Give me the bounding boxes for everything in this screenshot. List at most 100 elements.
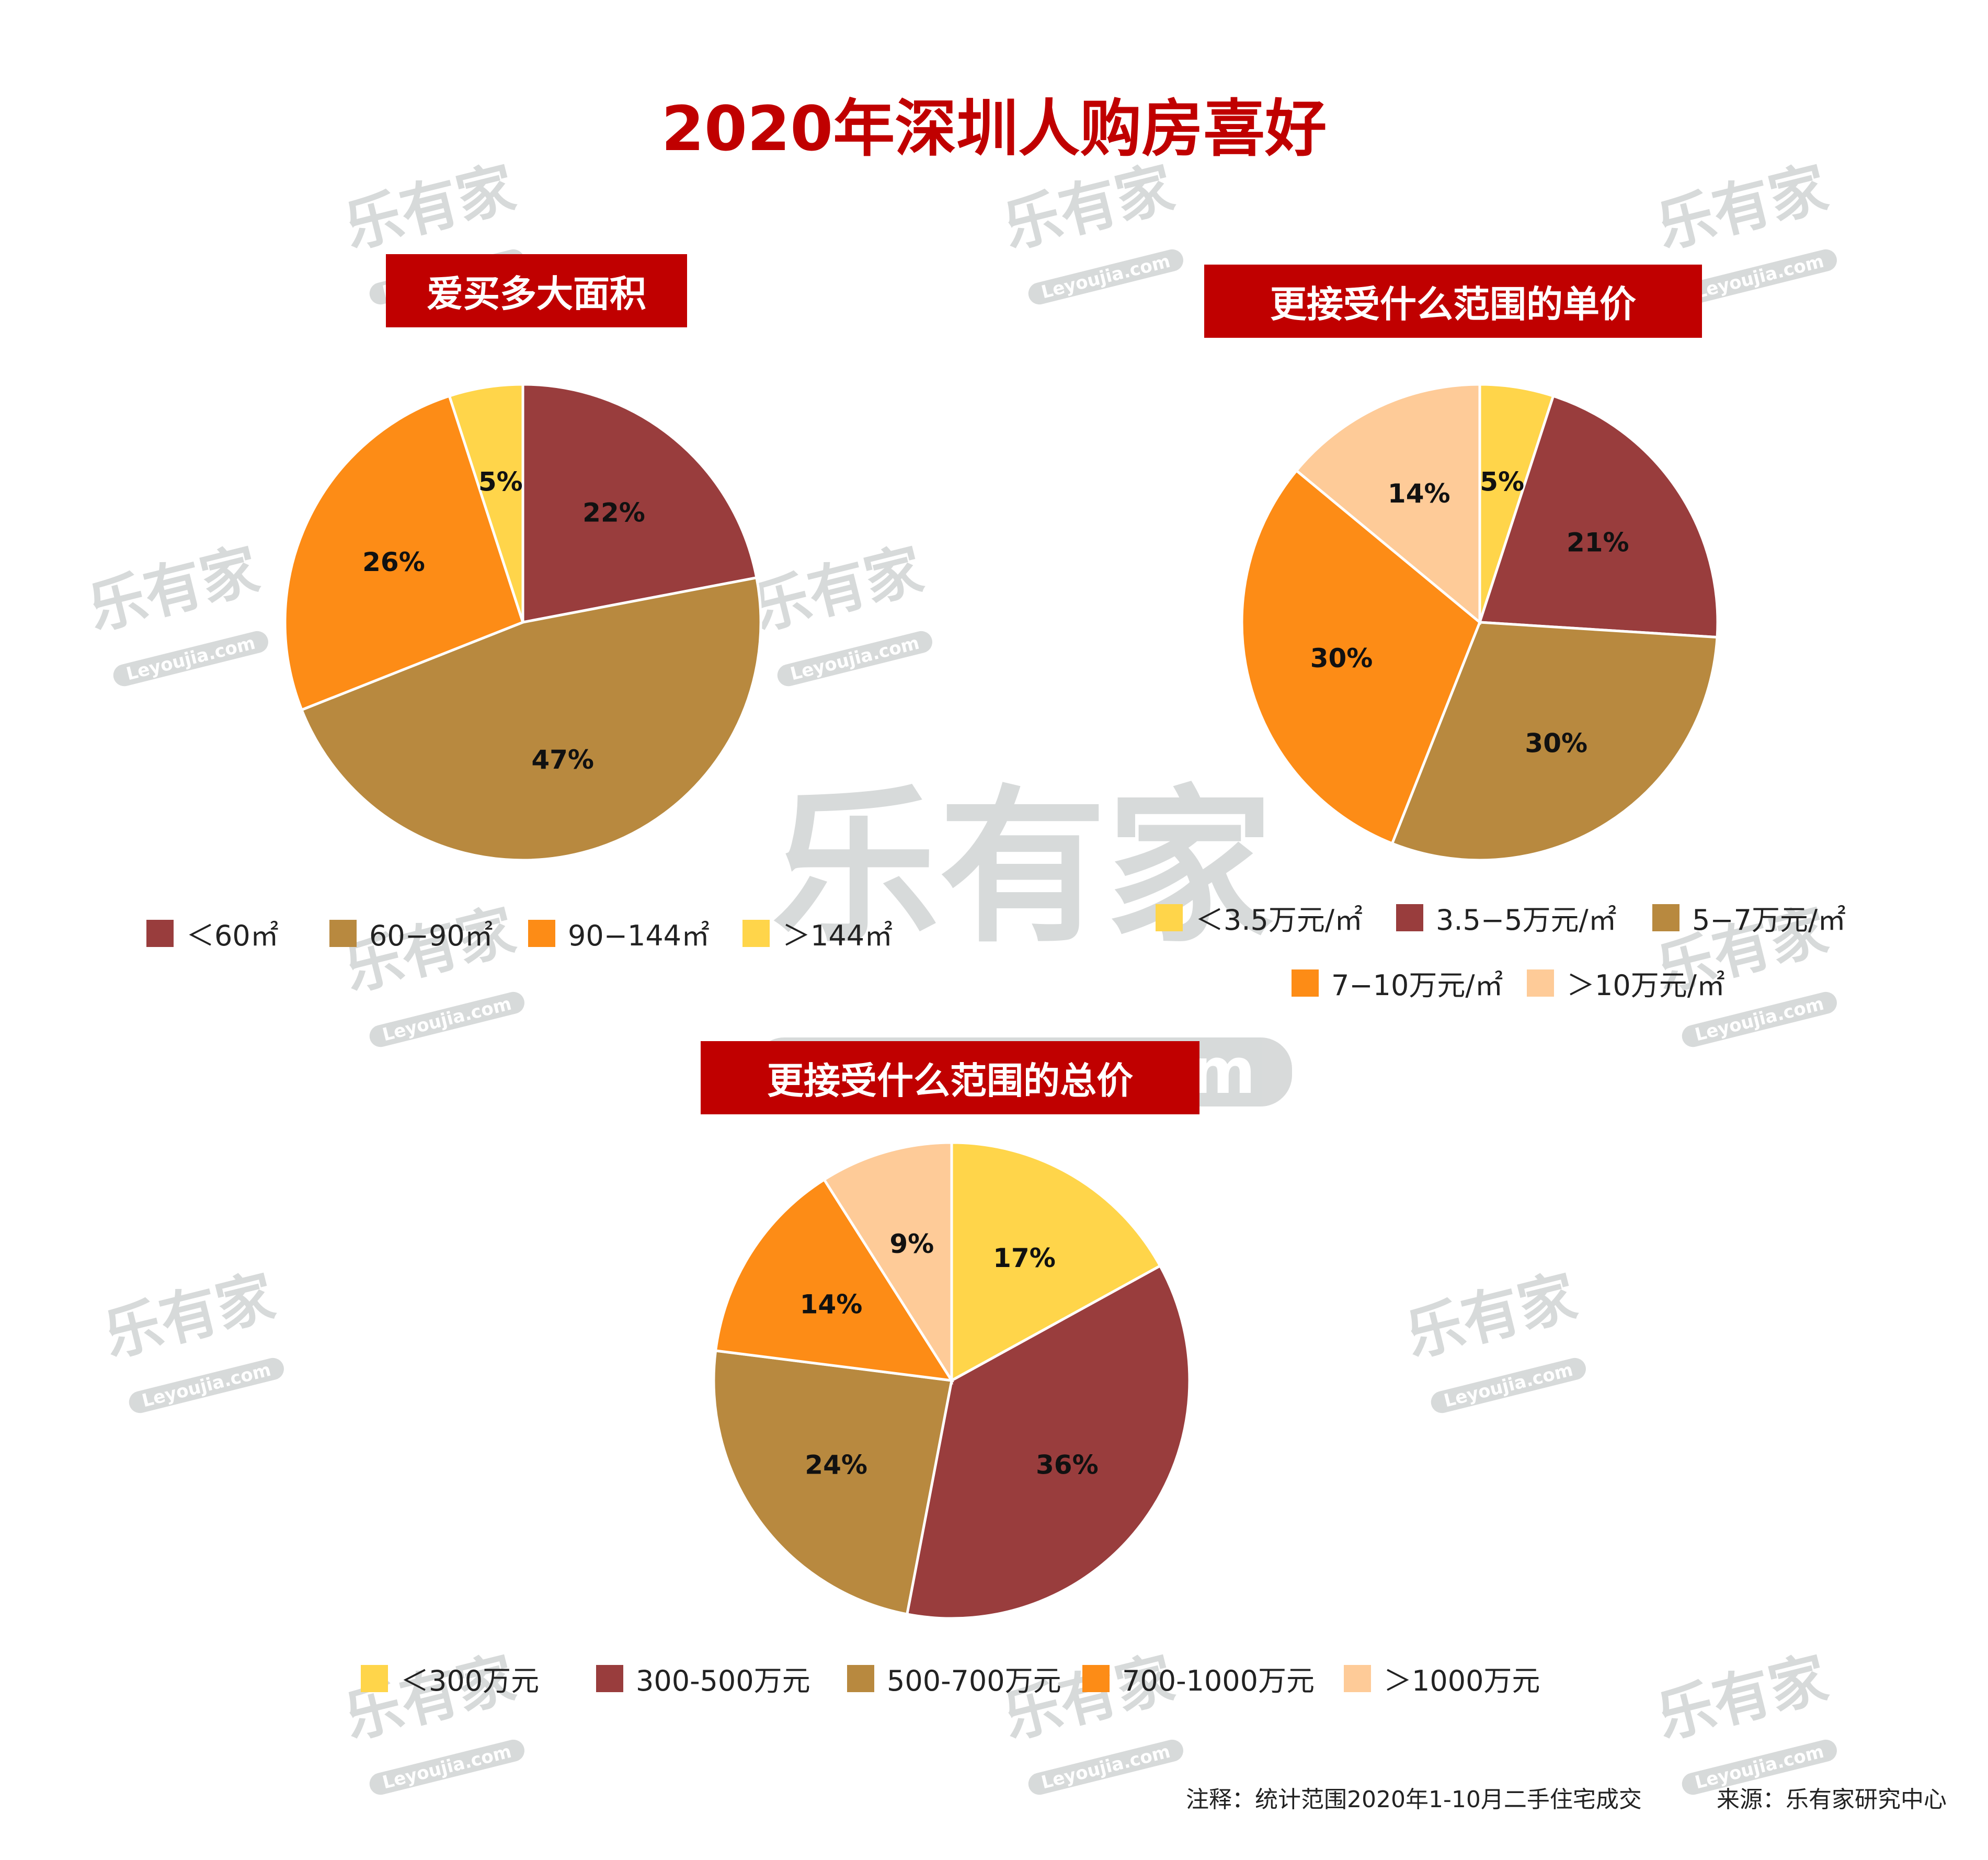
slice-label: 36%: [1036, 1450, 1099, 1480]
chart-title-unit-price: 更接受什么范围的单价: [1204, 265, 1702, 338]
watermark-text: 乐有家: [746, 535, 930, 643]
legend-swatch: [1156, 904, 1183, 931]
slice-label: 5%: [478, 466, 523, 497]
legend-swatch: [1344, 1664, 1371, 1692]
pie-slice: [714, 1178, 954, 1383]
pie-slice: [1294, 383, 1481, 625]
legend-label: 3.5−5万元/㎡: [1436, 904, 1617, 937]
pie-slice: [1240, 469, 1481, 846]
slice-label: 26%: [362, 547, 425, 577]
pie-slice: [950, 1141, 1162, 1383]
watermark-url: Leyoujia.com: [1428, 1355, 1589, 1416]
slice-label: 17%: [993, 1243, 1056, 1273]
pie-slice: [822, 1141, 953, 1385]
legend-label: ＞1000万元: [1384, 1664, 1540, 1697]
slice-label: 47%: [531, 745, 594, 775]
pie-chart-total-price: 17% 36% 24% 14% 9%: [712, 1141, 1191, 1620]
watermark-text: 乐有家: [1399, 1262, 1583, 1370]
legend-swatch: [1396, 904, 1423, 931]
legend-item: ＞144㎡: [742, 912, 893, 954]
legend-label: 700-1000万元: [1122, 1664, 1315, 1697]
footer-source: 来源：乐有家研究中心: [1717, 1786, 1947, 1813]
legend-swatch: [1527, 969, 1554, 997]
legend-swatch: [1652, 904, 1679, 931]
legend-label: 90−144㎡: [568, 919, 710, 952]
watermark-text: 乐有家: [997, 154, 1181, 261]
legend-item: ＜3.5万元/㎡: [1156, 897, 1363, 938]
watermark-logo: 乐有家 Leyoujia.com: [746, 535, 942, 693]
legend-item: ＜60㎡: [146, 912, 279, 954]
legend-label: ＜3.5万元/㎡: [1195, 904, 1363, 937]
slice-label: 14%: [800, 1290, 863, 1320]
pie-chart-area: 22% 47% 26% 5%: [283, 383, 762, 862]
slice-label: 24%: [805, 1450, 867, 1480]
legend-swatch: [361, 1664, 388, 1692]
legend-item: 90−144㎡: [528, 912, 710, 954]
legend-label: 7−10万元/㎡: [1331, 969, 1503, 1002]
legend-swatch: [847, 1664, 874, 1692]
slice-label: 21%: [1567, 528, 1629, 558]
watermark-url: Leyoujia.com: [774, 629, 935, 689]
slice-label: 9%: [889, 1229, 934, 1259]
pie-slice: [1478, 394, 1719, 639]
pie-slice: [283, 394, 525, 712]
legend-swatch: [329, 919, 357, 947]
chart-title-area: 爱买多大面积: [386, 254, 687, 327]
legend-label: ＜300万元: [401, 1664, 540, 1697]
slice-label: 14%: [1388, 478, 1450, 509]
legend-swatch: [146, 919, 174, 947]
chart-title-total-price: 更接受什么范围的总价: [701, 1041, 1199, 1114]
pie-slice: [448, 383, 524, 623]
watermark-logo: 乐有家 Leyoujia.com: [1650, 1644, 1846, 1802]
pie-slice: [300, 576, 762, 862]
legend-item: ＞1000万元: [1344, 1658, 1540, 1699]
legend-label: ＜60㎡: [186, 919, 279, 952]
legend-item: 3.5−5万元/㎡: [1396, 897, 1617, 938]
watermark-text: 乐有家: [97, 1262, 281, 1370]
legend-item: 7−10万元/㎡: [1292, 962, 1503, 1003]
pie-chart-unit-price: 5% 21% 30% 30% 14%: [1240, 383, 1719, 862]
legend-item: 60−90㎡: [329, 912, 493, 954]
legend-item: 5−7万元/㎡: [1652, 897, 1846, 938]
watermark-url: Leyoujia.com: [1025, 1737, 1186, 1797]
watermark-text: 乐有家: [338, 154, 522, 261]
pie-slice: [1390, 621, 1719, 862]
watermark-logo: 乐有家 Leyoujia.com: [997, 154, 1193, 312]
watermark-url: Leyoujia.com: [367, 1737, 527, 1797]
watermark-url: Leyoujia.com: [1679, 247, 1840, 307]
pie-slice: [712, 1349, 953, 1616]
watermark-url: Leyoujia.com: [126, 1355, 287, 1416]
watermark-text: 乐有家: [82, 535, 266, 643]
watermark-text: 乐有家: [1650, 1644, 1834, 1751]
legend-label: ＞144㎡: [782, 919, 893, 952]
legend-item: 300-500万元: [596, 1658, 810, 1699]
slice-label: 30%: [1310, 643, 1373, 674]
legend-label: 500-700万元: [887, 1664, 1061, 1697]
pie-slice: [905, 1264, 1191, 1620]
watermark-logo: 乐有家 Leyoujia.com: [97, 1262, 293, 1420]
slice-label: 5%: [1480, 466, 1524, 497]
watermark-url: Leyoujia.com: [367, 989, 527, 1049]
legend-swatch: [742, 919, 770, 947]
slice-label: 22%: [582, 498, 645, 528]
watermark-url: Leyoujia.com: [1025, 247, 1186, 307]
legend-swatch: [528, 919, 555, 947]
legend-item: 700-1000万元: [1082, 1658, 1315, 1699]
legend-item: 500-700万元: [847, 1658, 1061, 1699]
legend-label: 5−7万元/㎡: [1692, 904, 1846, 937]
pie-slice: [521, 383, 758, 624]
legend-item: ＜300万元: [361, 1658, 539, 1699]
page-title: 2020年深圳人购房喜好: [661, 93, 1327, 165]
watermark-text: 乐有家: [1650, 154, 1834, 261]
legend-item: ＞10万元/㎡: [1527, 962, 1725, 1003]
watermark-logo: 乐有家 Leyoujia.com: [1399, 1262, 1595, 1420]
watermark-logo: 乐有家 Leyoujia.com: [82, 535, 278, 693]
legend-swatch: [1292, 969, 1319, 997]
legend-label: ＞10万元/㎡: [1567, 969, 1725, 1002]
legend-swatch: [1082, 1664, 1110, 1692]
legend-label: 60−90㎡: [369, 919, 493, 952]
footer-note: 注释：统计范围2020年1-10月二手住宅成交: [1186, 1786, 1642, 1813]
legend-swatch: [596, 1664, 623, 1692]
watermark-url: Leyoujia.com: [110, 629, 271, 689]
legend-label: 300-500万元: [636, 1664, 810, 1697]
